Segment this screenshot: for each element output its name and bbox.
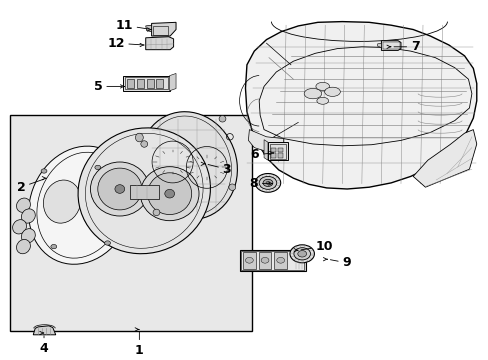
Ellipse shape [245, 257, 253, 263]
Ellipse shape [139, 112, 237, 220]
Polygon shape [145, 37, 173, 50]
Bar [127, 79, 134, 88]
Text: 3: 3 [208, 163, 231, 176]
Bar [267, 142, 287, 160]
Text: 12: 12 [107, 37, 141, 50]
Text: 4: 4 [40, 336, 48, 355]
Bar [146, 79, 153, 88]
Text: 7: 7 [393, 40, 419, 53]
Polygon shape [248, 130, 283, 155]
Bar [278, 153, 283, 158]
Text: 10: 10 [301, 240, 332, 253]
Ellipse shape [289, 245, 314, 263]
Polygon shape [145, 25, 151, 32]
Ellipse shape [115, 185, 124, 193]
Bar [156, 79, 163, 88]
Text: 9: 9 [330, 256, 350, 269]
Bar [269, 144, 285, 159]
Ellipse shape [265, 181, 269, 184]
Ellipse shape [82, 186, 120, 230]
Polygon shape [264, 140, 267, 160]
Polygon shape [169, 73, 176, 91]
Ellipse shape [135, 133, 143, 142]
Ellipse shape [21, 209, 35, 223]
Ellipse shape [276, 257, 284, 263]
Bar [258, 252, 271, 269]
Ellipse shape [164, 189, 174, 198]
Ellipse shape [98, 168, 142, 210]
Ellipse shape [21, 229, 35, 243]
Bar [278, 148, 283, 152]
Bar [129, 185, 159, 199]
Polygon shape [151, 22, 176, 36]
Ellipse shape [41, 169, 47, 173]
Ellipse shape [255, 174, 280, 192]
Ellipse shape [259, 176, 276, 189]
Polygon shape [33, 326, 56, 335]
Ellipse shape [13, 220, 26, 234]
Ellipse shape [90, 162, 149, 216]
Text: 6: 6 [250, 148, 270, 161]
Bar [241, 251, 304, 270]
Ellipse shape [78, 128, 210, 254]
Bar [125, 77, 167, 89]
Ellipse shape [263, 179, 272, 186]
Bar [243, 252, 255, 269]
Ellipse shape [228, 184, 235, 190]
Ellipse shape [43, 180, 81, 223]
Bar [274, 252, 286, 269]
Ellipse shape [104, 241, 110, 245]
Bar [271, 153, 276, 158]
Polygon shape [377, 43, 381, 48]
Ellipse shape [219, 116, 225, 122]
Bar [123, 76, 169, 91]
Ellipse shape [315, 82, 329, 90]
Ellipse shape [147, 173, 191, 215]
Bar [239, 250, 305, 271]
Text: 2: 2 [17, 179, 44, 194]
Ellipse shape [261, 257, 268, 263]
Ellipse shape [316, 97, 328, 104]
Ellipse shape [95, 165, 101, 170]
Bar [271, 148, 276, 152]
Ellipse shape [293, 248, 310, 260]
Polygon shape [381, 41, 400, 50]
Text: 8: 8 [249, 177, 269, 190]
Ellipse shape [304, 89, 321, 99]
Ellipse shape [17, 239, 30, 254]
Ellipse shape [51, 244, 57, 249]
Ellipse shape [153, 209, 160, 216]
Polygon shape [412, 130, 476, 187]
Bar [382, 42, 399, 49]
Bar [137, 79, 143, 88]
Ellipse shape [140, 167, 199, 221]
Bar [10, 115, 251, 331]
Ellipse shape [29, 146, 132, 264]
Text: 5: 5 [94, 80, 122, 93]
Polygon shape [245, 22, 476, 189]
Text: 11: 11 [115, 19, 148, 32]
Ellipse shape [17, 198, 30, 212]
Ellipse shape [141, 141, 147, 147]
Ellipse shape [297, 251, 306, 257]
Text: 1: 1 [135, 332, 143, 357]
Ellipse shape [324, 87, 340, 96]
Bar [153, 26, 167, 35]
